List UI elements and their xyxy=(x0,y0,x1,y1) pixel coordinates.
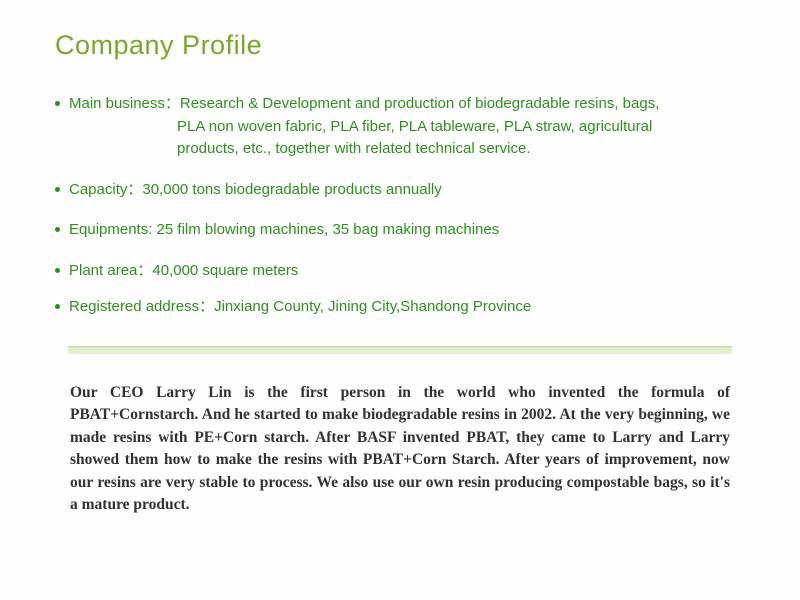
page-title: Company Profile xyxy=(55,30,745,61)
bullet-text: 30,000 tons biodegradable products annua… xyxy=(142,181,441,198)
section-divider xyxy=(68,346,732,354)
bullet-registered-address: Registered address：Jinxiang County, Jini… xyxy=(55,296,745,319)
bullet-label: Plant area： xyxy=(69,262,152,279)
bullet-list: Main business：Research & Development and… xyxy=(55,93,745,319)
bullet-label: Equipments: xyxy=(69,221,157,238)
bullet-equipments: Equipments: 25 film blowing machines, 35… xyxy=(55,219,745,242)
bullet-text: Jinxiang County, Jining City,Shandong Pr… xyxy=(214,298,531,315)
bullet-capacity: Capacity：30,000 tons biodegradable produ… xyxy=(55,179,745,202)
bullet-label: Capacity： xyxy=(69,181,142,198)
bullet-plant-area: Plant area：40,000 square meters xyxy=(55,260,745,283)
bullet-text: 25 film blowing machines, 35 bag making … xyxy=(157,221,500,238)
bullet-text: Research & Development and production of… xyxy=(180,95,659,112)
bullet-text-line3: products, etc., together with related te… xyxy=(69,138,745,161)
bullet-label: Registered address： xyxy=(69,298,214,315)
bullet-main-business: Main business：Research & Development and… xyxy=(55,93,745,161)
bullet-label: Main business： xyxy=(69,95,180,112)
story-paragraph: Our CEO Larry Lin is the first person in… xyxy=(70,382,730,517)
bullet-text: 40,000 square meters xyxy=(152,262,298,279)
bullet-text-line2: PLA non woven fabric, PLA fiber, PLA tab… xyxy=(69,116,745,139)
slide-container: Company Profile Main business：Research &… xyxy=(0,0,800,600)
